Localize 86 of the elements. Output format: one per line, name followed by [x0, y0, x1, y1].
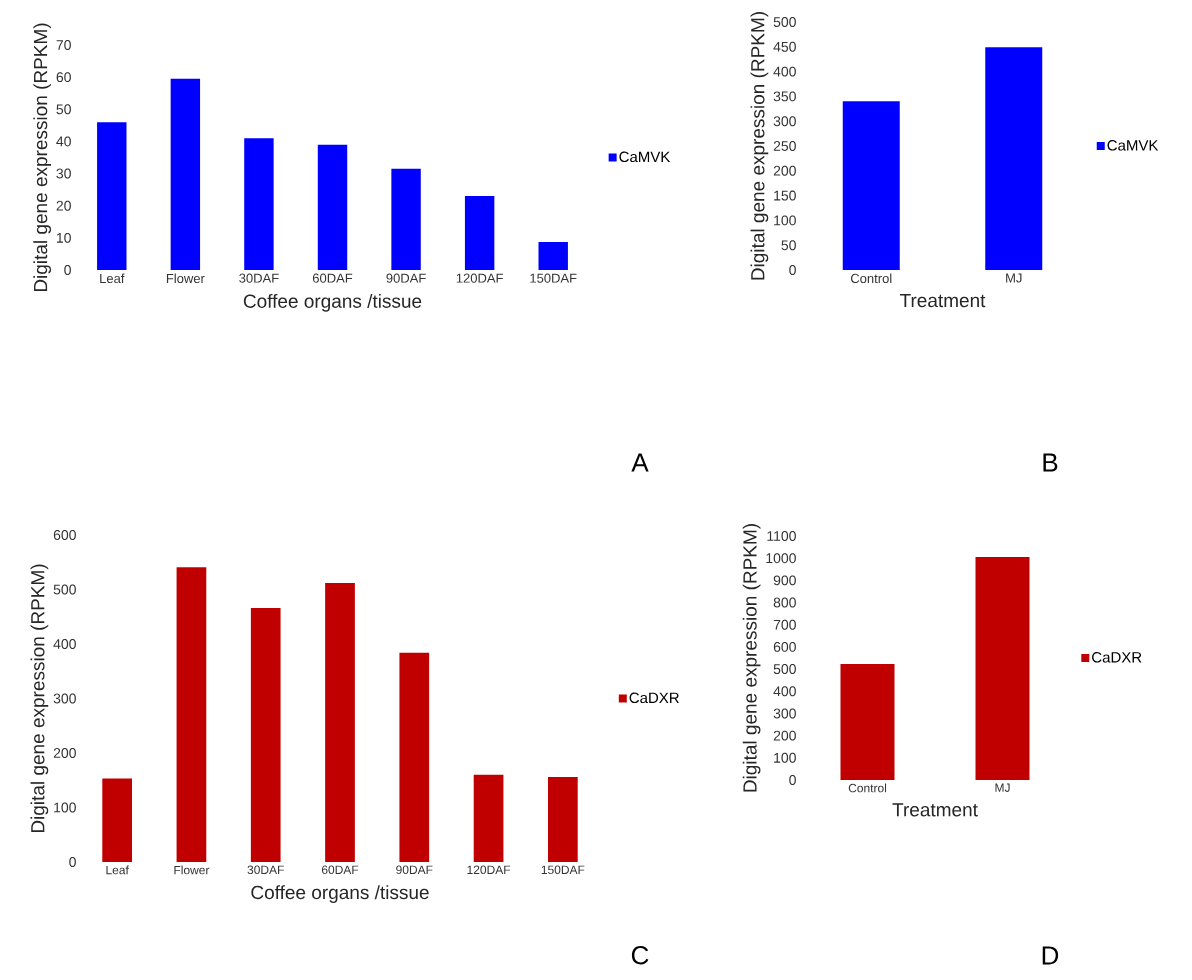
x-axis-title: Coffee organs /tissue	[243, 293, 422, 312]
y-tick-label: 60	[56, 72, 71, 83]
x-axis-title: Treatment	[892, 803, 978, 817]
x-tick-label: Flower	[166, 273, 205, 284]
y-axis-title: Digital gene expression (RPKM)	[30, 564, 49, 833]
y-tick-label: 100	[54, 802, 76, 813]
y-tick-label: 600	[773, 641, 796, 652]
y-tick-label: 500	[773, 17, 796, 27]
x-tick-label: Leaf	[100, 273, 125, 284]
x-tick-label: 150DAF	[530, 273, 577, 283]
y-tick-label: 400	[773, 66, 796, 77]
x-tick-label: 150DAF	[541, 865, 585, 875]
y-tick-label: 300	[53, 693, 76, 704]
y-tick-label: 30	[56, 168, 71, 179]
legend-label: CaDXR	[1092, 652, 1142, 663]
y-tick-label: 0	[789, 265, 796, 275]
y-tick-label: 100	[774, 752, 796, 763]
legend-label: CaMVK	[1107, 140, 1159, 151]
x-tick-label: 60DAF	[312, 273, 353, 283]
bar	[464, 196, 495, 270]
x-tick-label: Control	[848, 783, 887, 793]
bar	[399, 652, 430, 862]
y-tick-label: 20	[56, 200, 71, 211]
bar	[97, 122, 127, 270]
y-tick-label: 10	[56, 232, 71, 243]
bar	[391, 168, 421, 270]
x-tick-label: 60DAF	[321, 865, 359, 875]
x-axis-title: Coffee organs /tissue	[251, 885, 429, 903]
text: C	[631, 946, 649, 965]
y-tick-label: 450	[773, 41, 796, 52]
y-tick-label: 0	[64, 265, 71, 275]
y-tick-label: 400	[773, 686, 796, 697]
text: D	[1042, 946, 1059, 965]
y-tick-label: 200	[773, 165, 796, 176]
y-tick-label: 1100	[767, 531, 796, 541]
y-tick-label: 500	[53, 584, 76, 595]
bar	[170, 78, 201, 270]
bar	[102, 778, 133, 862]
legend-label: CaMVK	[619, 151, 671, 163]
bar	[250, 608, 281, 862]
bar	[176, 567, 207, 862]
bar	[548, 776, 578, 862]
y-tick-label: 0	[789, 775, 796, 785]
y-tick-label: 250	[773, 141, 796, 151]
x-tick-label: Control	[850, 273, 892, 284]
y-tick-label: 0	[69, 857, 76, 867]
x-tick-label: Leaf	[106, 865, 129, 875]
y-tick-label: 100	[774, 215, 796, 226]
y-tick-label: 700	[773, 619, 796, 630]
x-tick-label: MJ	[995, 783, 1010, 792]
y-axis-title: Digital gene expression (RPKM)	[742, 524, 761, 792]
bar	[538, 242, 568, 270]
x-tick-label: Flower	[174, 865, 210, 875]
y-tick-label: 200	[53, 748, 76, 758]
y-tick-label: 150	[774, 190, 796, 201]
bar	[244, 138, 274, 270]
x-tick-label: 90DAF	[396, 865, 433, 875]
y-tick-label: 600	[53, 530, 76, 540]
y-tick-label: 400	[53, 639, 76, 649]
bar	[325, 582, 355, 862]
y-tick-label: 500	[773, 664, 796, 675]
x-tick-label: 30DAF	[247, 865, 284, 875]
y-axis-title: Digital gene expression (RPKM)	[33, 23, 52, 292]
x-tick-label: 30DAF	[239, 273, 279, 283]
text: A	[631, 453, 649, 472]
x-tick-label: MJ	[1006, 273, 1022, 283]
y-tick-label: 300	[773, 708, 796, 719]
text: B	[1043, 453, 1058, 472]
bar	[317, 144, 348, 270]
x-tick-label: 90DAF	[386, 273, 426, 283]
y-tick-label: 800	[773, 597, 796, 608]
y-tick-label: 50	[56, 104, 71, 115]
y-axis-title: Digital gene expression (RPKM)	[750, 12, 769, 280]
y-tick-label: 350	[773, 91, 796, 102]
y-tick-label: 200	[773, 730, 796, 741]
x-tick-label: 120DAF	[467, 865, 511, 875]
y-tick-label: 40	[56, 136, 71, 147]
x-axis-title: Treatment	[899, 293, 986, 308]
y-tick-label: 1000	[766, 553, 796, 564]
y-tick-label: 50	[781, 240, 796, 251]
legend-label: CaDXR	[629, 692, 679, 704]
y-tick-label: 900	[773, 575, 796, 586]
y-tick-label: 300	[773, 116, 796, 127]
bar	[473, 774, 504, 862]
y-tick-label: 70	[56, 40, 71, 50]
x-tick-label: 120DAF	[456, 273, 503, 283]
